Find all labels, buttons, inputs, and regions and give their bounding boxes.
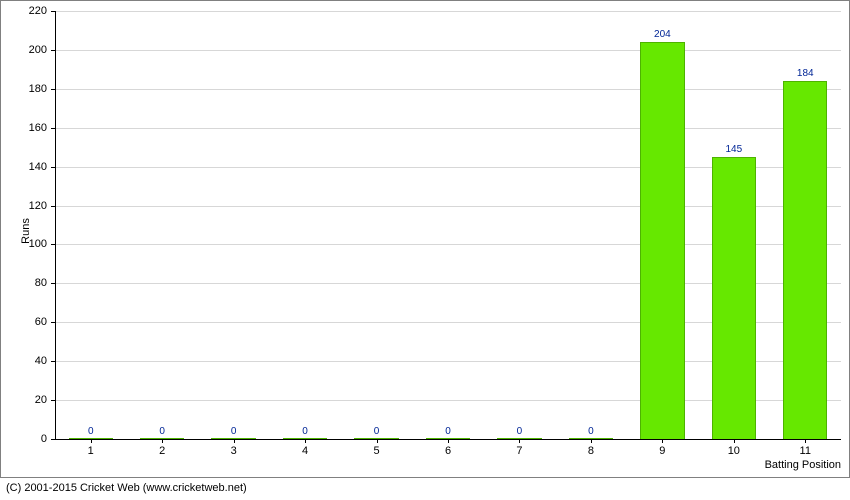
bar-value-label: 204 xyxy=(654,29,671,40)
gridline xyxy=(55,11,841,12)
x-tick-label: 8 xyxy=(588,439,594,457)
x-tick-label: 6 xyxy=(445,439,451,457)
copyright-text: (C) 2001-2015 Cricket Web (www.cricketwe… xyxy=(0,478,253,500)
y-tick-label: 20 xyxy=(35,394,55,406)
y-axis-line xyxy=(55,11,56,439)
y-axis-title: Runs xyxy=(20,218,32,244)
x-tick-label: 1 xyxy=(88,439,94,457)
gridline xyxy=(55,128,841,129)
y-tick-label: 40 xyxy=(35,355,55,367)
y-tick-label: 160 xyxy=(29,122,55,134)
x-tick-label: 9 xyxy=(659,439,665,457)
y-tick-label: 220 xyxy=(29,5,55,17)
bar-value-label: 0 xyxy=(159,426,165,437)
bar-value-label: 0 xyxy=(302,426,308,437)
bar-value-label: 0 xyxy=(445,426,451,437)
bar-value-label: 0 xyxy=(231,426,237,437)
bar xyxy=(712,157,756,439)
x-tick-label: 3 xyxy=(231,439,237,457)
x-tick-label: 5 xyxy=(373,439,379,457)
gridline xyxy=(55,89,841,90)
bar-value-label: 145 xyxy=(725,144,742,155)
bar xyxy=(783,81,827,439)
bar-value-label: 0 xyxy=(588,426,594,437)
bar xyxy=(640,42,684,439)
x-tick-label: 2 xyxy=(159,439,165,457)
y-tick-label: 100 xyxy=(29,238,55,250)
chart-container: 0204060801001201401601802002200102030405… xyxy=(0,0,850,478)
x-tick-label: 10 xyxy=(728,439,740,457)
x-tick-label: 7 xyxy=(516,439,522,457)
bar-value-label: 184 xyxy=(797,68,814,79)
bar-value-label: 0 xyxy=(517,426,523,437)
y-tick-label: 60 xyxy=(35,316,55,328)
bar-value-label: 0 xyxy=(374,426,380,437)
x-tick-label: 4 xyxy=(302,439,308,457)
y-tick-label: 0 xyxy=(41,433,55,445)
x-tick-label: 11 xyxy=(800,439,811,457)
y-tick-label: 200 xyxy=(29,44,55,56)
plot-area: 0204060801001201401601802002200102030405… xyxy=(55,11,841,439)
gridline xyxy=(55,50,841,51)
bar-value-label: 0 xyxy=(88,426,94,437)
y-tick-label: 80 xyxy=(35,277,55,289)
y-tick-label: 140 xyxy=(29,161,55,173)
x-axis-title: Batting Position xyxy=(765,459,841,471)
y-tick-label: 180 xyxy=(29,83,55,95)
y-tick-label: 120 xyxy=(29,200,55,212)
